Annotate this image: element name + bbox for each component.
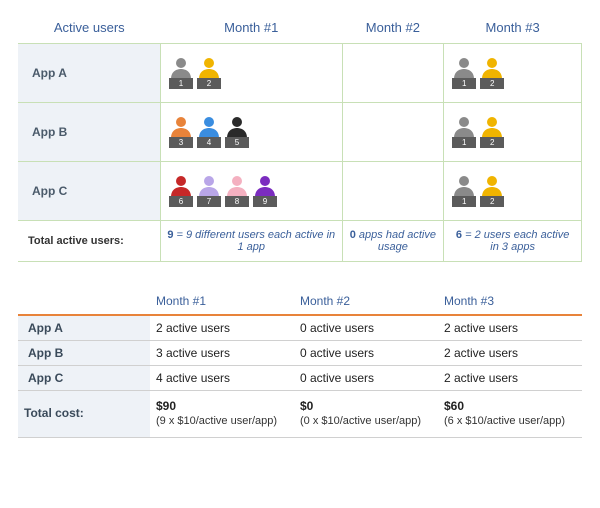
cost-m1: 3 active users: [150, 341, 294, 366]
person-number-badge: 1: [452, 196, 476, 207]
person-number-badge: 2: [480, 137, 504, 148]
users-total-m3: 6 = 2 users each active in 3 apps: [444, 221, 582, 262]
person-icon: 5: [225, 116, 249, 148]
cost-col-header-month3: Month #3: [438, 290, 582, 315]
person-number-badge: 4: [197, 137, 221, 148]
cost-row: App B3 active users0 active users2 activ…: [18, 341, 582, 366]
users-total-label: Total active users:: [18, 221, 161, 262]
person-icon: 1: [169, 57, 193, 89]
cell-month3: 12: [444, 44, 582, 103]
cost-row: App C4 active users0 active users2 activ…: [18, 366, 582, 391]
cost-m2: 0 active users: [294, 366, 438, 391]
person-icon: 6: [169, 175, 193, 207]
active-users-table: Active users Month #1 Month #2 Month #3 …: [18, 14, 582, 262]
people-group: 12: [452, 116, 573, 148]
people-group: 12: [169, 57, 334, 89]
person-number-badge: 7: [197, 196, 221, 207]
person-number-badge: 3: [169, 137, 193, 148]
cell-month1: 6789: [161, 162, 343, 221]
cost-row-label: App A: [18, 315, 150, 341]
person-icon: 1: [452, 175, 476, 207]
person-icon: 4: [197, 116, 221, 148]
cost-total-m3: $60(6 x $10/active user/app): [438, 391, 582, 438]
person-icon: 2: [480, 175, 504, 207]
row-label: App A: [18, 44, 161, 103]
col-header-rowlabel: Active users: [18, 14, 161, 44]
cost-row-label: App C: [18, 366, 150, 391]
users-row: App A1212: [18, 44, 582, 103]
cost-table: Month #1 Month #2 Month #3 App A2 active…: [18, 290, 582, 438]
users-row: App B34512: [18, 103, 582, 162]
col-header-month1: Month #1: [161, 14, 343, 44]
person-number-badge: 2: [480, 196, 504, 207]
cell-month2: [342, 44, 444, 103]
person-number-badge: 9: [253, 196, 277, 207]
person-number-badge: 5: [225, 137, 249, 148]
people-group: 345: [169, 116, 334, 148]
person-icon: 1: [452, 57, 476, 89]
users-total-m1: 9 = 9 different users each active in 1 a…: [161, 221, 343, 262]
users-row: App C678912: [18, 162, 582, 221]
users-total-m2: 0 apps had active usage: [342, 221, 444, 262]
person-icon: 7: [197, 175, 221, 207]
cost-total-m2: $0(0 x $10/active user/app): [294, 391, 438, 438]
cost-m3: 2 active users: [438, 366, 582, 391]
cell-month1: 345: [161, 103, 343, 162]
cost-total-m1: $90(9 x $10/active user/app): [150, 391, 294, 438]
cost-total-label: Total cost:: [18, 391, 150, 438]
person-number-badge: 1: [169, 78, 193, 89]
person-icon: 1: [452, 116, 476, 148]
person-number-badge: 1: [452, 78, 476, 89]
col-header-month2: Month #2: [342, 14, 444, 44]
person-icon: 2: [480, 57, 504, 89]
cost-row-label: App B: [18, 341, 150, 366]
person-number-badge: 2: [480, 78, 504, 89]
person-number-badge: 2: [197, 78, 221, 89]
cost-m1: 2 active users: [150, 315, 294, 341]
person-number-badge: 1: [452, 137, 476, 148]
people-group: 12: [452, 175, 573, 207]
person-icon: 2: [480, 116, 504, 148]
person-icon: 9: [253, 175, 277, 207]
cell-month2: [342, 103, 444, 162]
cost-col-header-month2: Month #2: [294, 290, 438, 315]
cell-month2: [342, 162, 444, 221]
person-number-badge: 6: [169, 196, 193, 207]
cell-month3: 12: [444, 103, 582, 162]
row-label: App B: [18, 103, 161, 162]
cost-m2: 0 active users: [294, 341, 438, 366]
people-group: 6789: [169, 175, 334, 207]
cost-m1: 4 active users: [150, 366, 294, 391]
person-icon: 3: [169, 116, 193, 148]
cost-m3: 2 active users: [438, 341, 582, 366]
person-icon: 2: [197, 57, 221, 89]
cost-m3: 2 active users: [438, 315, 582, 341]
cost-col-header-month1: Month #1: [150, 290, 294, 315]
person-number-badge: 8: [225, 196, 249, 207]
row-label: App C: [18, 162, 161, 221]
cell-month1: 12: [161, 44, 343, 103]
people-group: 12: [452, 57, 573, 89]
cost-m2: 0 active users: [294, 315, 438, 341]
cost-col-header-rowlabel: [18, 290, 150, 315]
cost-total-row: Total cost:$90(9 x $10/active user/app)$…: [18, 391, 582, 438]
person-icon: 8: [225, 175, 249, 207]
cost-row: App A2 active users0 active users2 activ…: [18, 315, 582, 341]
users-total-row: Total active users:9 = 9 different users…: [18, 221, 582, 262]
col-header-month3: Month #3: [444, 14, 582, 44]
cell-month3: 12: [444, 162, 582, 221]
